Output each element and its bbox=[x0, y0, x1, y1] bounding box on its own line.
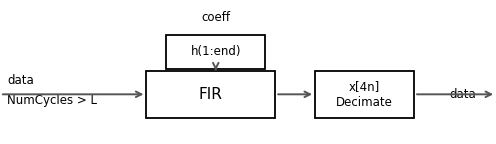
Text: h(1:end): h(1:end) bbox=[190, 45, 241, 58]
Bar bbox=[315, 71, 414, 118]
Text: FIR: FIR bbox=[199, 87, 223, 102]
Text: Decimate: Decimate bbox=[336, 96, 393, 109]
Text: NumCycles > L: NumCycles > L bbox=[7, 94, 97, 107]
Text: x[4n]: x[4n] bbox=[349, 80, 380, 93]
Text: data: data bbox=[449, 88, 476, 101]
Text: data: data bbox=[7, 74, 34, 87]
Text: coeff: coeff bbox=[201, 11, 230, 24]
Bar bbox=[146, 71, 275, 118]
Bar bbox=[166, 35, 265, 69]
